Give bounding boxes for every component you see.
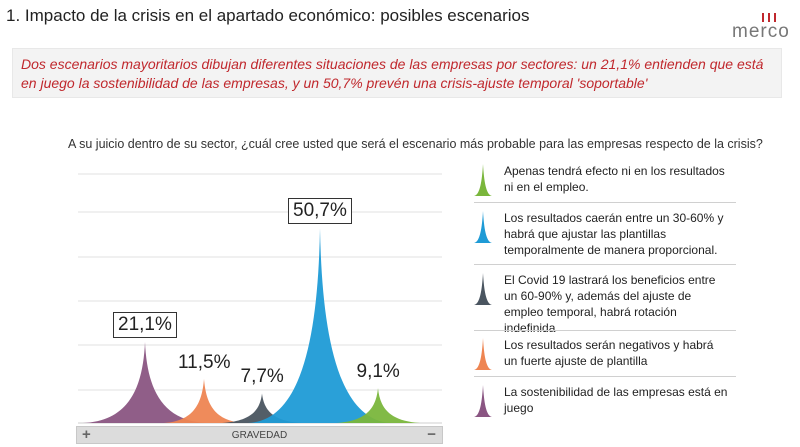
slate-peak-icon-shape — [474, 273, 492, 305]
merco-logo: merco — [732, 6, 792, 42]
value-label-5: 9,1% — [356, 361, 400, 383]
legend-divider-2 — [474, 264, 736, 265]
peak-5[interactable] — [336, 388, 420, 423]
legend-label-5: La sostenibilidad de las empresas está e… — [504, 385, 728, 415]
summary-text: Dos escenarios mayoritarios dibujan dife… — [21, 56, 764, 91]
page-title: 1. Impacto de la crisis en el apartado e… — [6, 6, 530, 25]
peak-2[interactable] — [164, 378, 244, 423]
green-peak-icon-shape — [474, 164, 492, 196]
orange-peak-icon — [474, 338, 492, 370]
gravity-scrollbar[interactable]: + GRAVEDAD − — [76, 426, 443, 444]
legend-item-2: Los resultados caerán entre un 30-60% y … — [474, 210, 794, 258]
orange-peak-icon-shape — [474, 338, 492, 370]
green-peak-icon — [474, 164, 492, 196]
legend-item-4: Los resultados serán negativos y habrá u… — [474, 337, 794, 371]
legend-label-1: Apenas tendrá efecto ni en los resultado… — [504, 164, 725, 194]
summary-callout: Dos escenarios mayoritarios dibujan dife… — [12, 48, 782, 98]
legend-divider-4 — [474, 376, 736, 377]
legend-label-2: Los resultados caerán entre un 30-60% y … — [504, 211, 724, 257]
zoom-out-button[interactable]: − — [427, 426, 436, 443]
blue-peak-icon-shape — [474, 211, 492, 243]
purple-peak-icon-shape — [474, 385, 492, 417]
survey-question: A su juicio dentro de su sector, ¿cuál c… — [68, 137, 763, 151]
zoom-in-button[interactable]: + — [82, 426, 91, 443]
peak-1[interactable] — [83, 342, 207, 423]
legend-divider-1 — [474, 202, 736, 203]
legend-item-1: Apenas tendrá efecto ni en los resultado… — [474, 163, 794, 197]
value-label-4: 50,7% — [288, 198, 352, 225]
slate-peak-icon — [474, 273, 492, 305]
peak-3[interactable] — [222, 393, 302, 423]
gravity-axis-label: GRAVEDAD — [231, 430, 288, 441]
legend-label-4: Los resultados serán negativos y habrá u… — [504, 338, 714, 368]
peak-4[interactable] — [248, 228, 392, 423]
purple-peak-icon — [474, 385, 492, 417]
legend-item-5: La sostenibilidad de las empresas está e… — [474, 384, 794, 418]
legend-divider-3 — [474, 330, 736, 331]
value-label-3: 7,7% — [240, 366, 284, 388]
legend-item-3: El Covid 19 lastrará los beneficios entr… — [474, 272, 794, 336]
value-label-2: 11,5% — [178, 351, 231, 373]
legend-label-3: El Covid 19 lastrará los beneficios entr… — [504, 273, 716, 335]
logo-bars-icon — [762, 9, 780, 27]
blue-peak-icon — [474, 211, 492, 243]
logo-text: merco — [732, 21, 790, 42]
value-label-1: 21,1% — [113, 312, 177, 339]
